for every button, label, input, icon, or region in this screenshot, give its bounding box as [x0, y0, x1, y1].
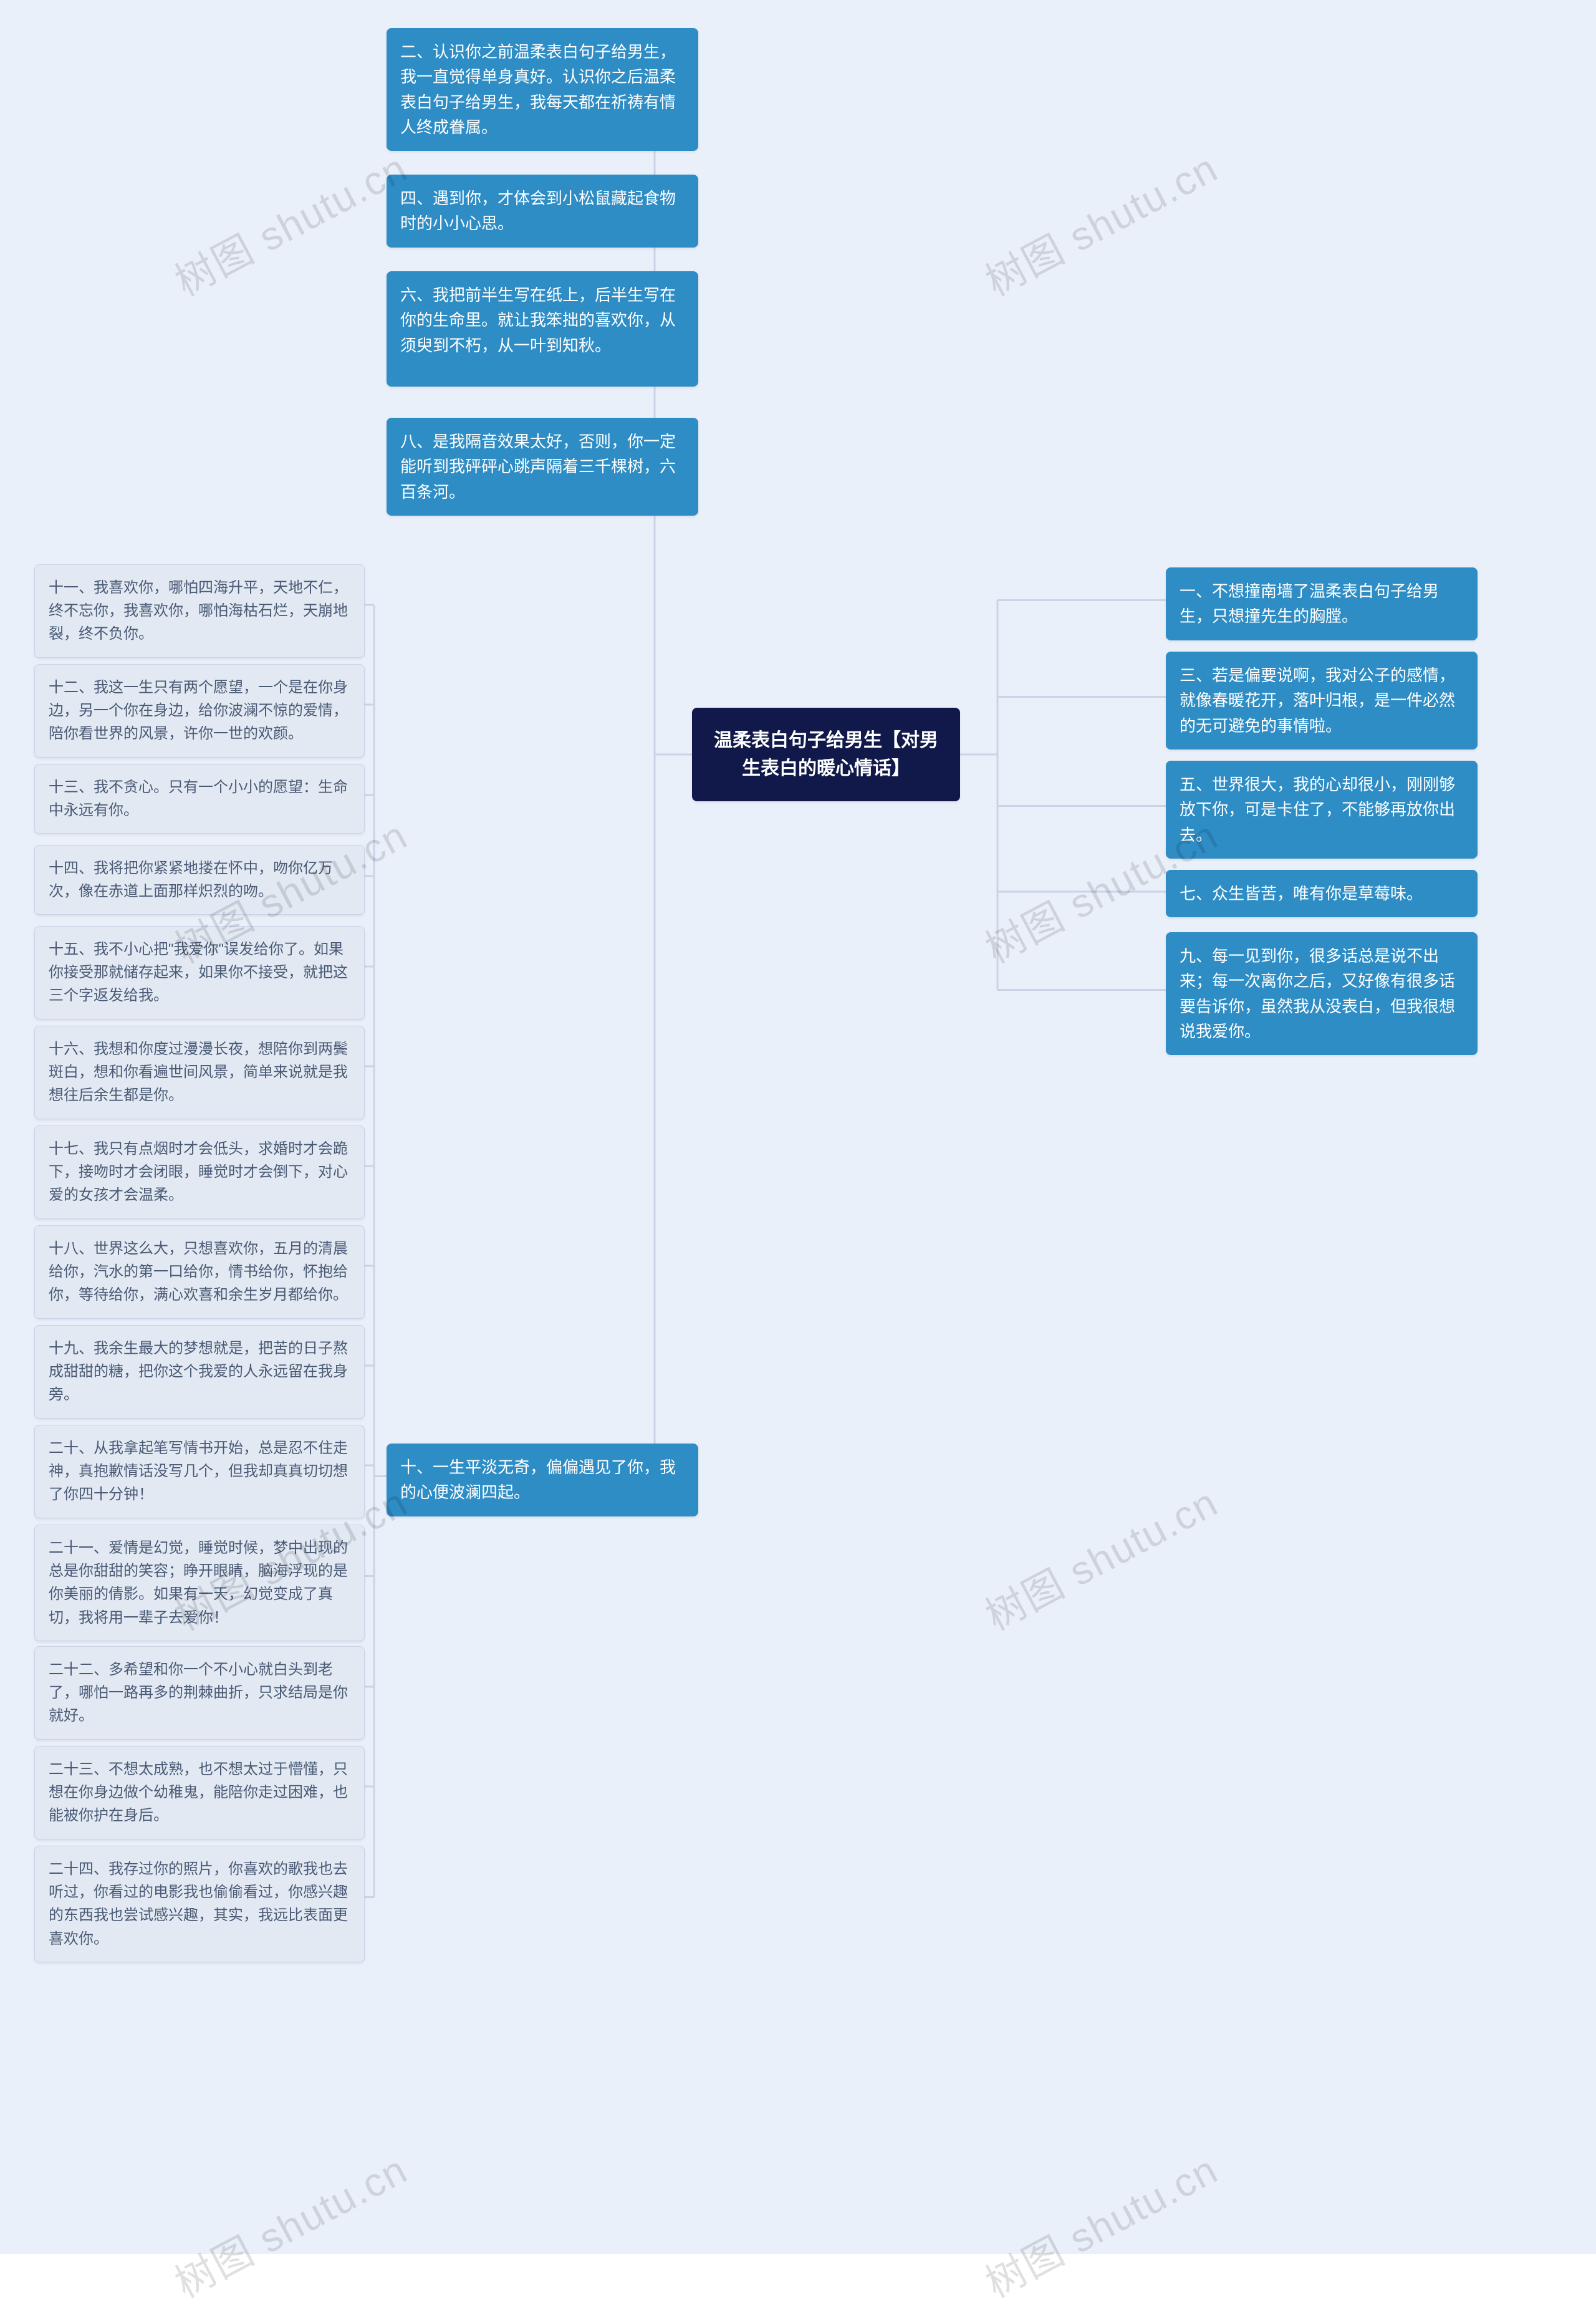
node-text: 二十三、不想太成熟，也不想太过于懵懂，只想在你身边做个幼稚鬼，能陪你走过困难，也… — [49, 1761, 348, 1824]
node-l6: 六、我把前半生写在纸上，后半生写在你的生命里。就让我笨拙的喜欢你，从须臾到不朽，… — [387, 271, 698, 387]
node-text: 二、认识你之前温柔表白句子给男生，我一直觉得单身真好。认识你之后温柔表白句子给男… — [400, 42, 676, 137]
node-text: 三、若是偏要说啊，我对公子的感情，就像春暖花开，落叶归根，是一件必然的无可避免的… — [1180, 666, 1455, 735]
node-text: 六、我把前半生写在纸上，后半生写在你的生命里。就让我笨拙的喜欢你，从须臾到不朽，… — [400, 286, 676, 355]
node-s11: 十一、我喜欢你，哪怕四海升平，天地不仁，终不忘你，我喜欢你，哪怕海枯石烂，天崩地… — [34, 564, 365, 658]
node-text: 二十四、我存过你的照片，你喜欢的歌我也去听过，你看过的电影我也偷偷看过，你感兴趣… — [49, 1861, 348, 1947]
watermark: 树图 shutu.cn — [163, 2138, 416, 2309]
node-text: 十九、我余生最大的梦想就是，把苦的日子熬成甜甜的糖，把你这个我爱的人永远留在我身… — [49, 1340, 348, 1403]
node-r1: 一、不想撞南墙了温柔表白句子给男生，只想撞先生的胸膛。 — [1166, 567, 1478, 640]
node-l8: 八、是我隔音效果太好，否则，你一定能听到我砰砰心跳声隔着三千棵树，六百条河。 — [387, 418, 698, 516]
node-text: 十二、我这一生只有两个愿望，一个是在你身边，另一个你在身边，给你波澜不惊的爱情，… — [49, 679, 348, 742]
node-text: 五、世界很大，我的心却很小，刚刚够放下你，可是卡住了，不能够再放你出去。 — [1180, 775, 1455, 844]
node-text: 十七、我只有点烟时才会低头，求婚时才会跪下，接吻时才会闭眼，睡觉时才会倒下，对心… — [49, 1140, 348, 1203]
node-text: 十六、我想和你度过漫漫长夜，想陪你到两鬓斑白，想和你看遍世间风景，简单来说就是我… — [49, 1041, 348, 1104]
mindmap-canvas: 温柔表白句子给男生【对男生表白的暖心情话】 一、不想撞南墙了温柔表白句子给男生，只… — [0, 0, 1596, 2254]
node-text: 十、一生平淡无奇，偏偏遇见了你，我的心便波澜四起。 — [400, 1458, 676, 1502]
node-text: 一、不想撞南墙了温柔表白句子给男生，只想撞先生的胸膛。 — [1180, 582, 1439, 625]
node-s24: 二十四、我存过你的照片，你喜欢的歌我也去听过，你看过的电影我也偷偷看过，你感兴趣… — [34, 1846, 365, 1962]
watermark: 树图 shutu.cn — [163, 137, 416, 307]
node-text: 温柔表白句子给男生【对男生表白的暖心情话】 — [706, 726, 946, 783]
node-s13: 十三、我不贪心。只有一个小小的愿望：生命中永远有你。 — [34, 764, 365, 834]
watermark: 树图 shutu.cn — [974, 137, 1226, 307]
node-text: 十三、我不贪心。只有一个小小的愿望：生命中永远有你。 — [49, 779, 348, 819]
node-text: 二十一、爱情是幻觉，睡觉时候，梦中出现的总是你甜甜的笑容；睁开眼睛，脑海浮现的是… — [49, 1540, 348, 1626]
node-s12: 十二、我这一生只有两个愿望，一个是在你身边，另一个你在身边，给你波澜不惊的爱情，… — [34, 664, 365, 758]
root-node: 温柔表白句子给男生【对男生表白的暖心情话】 — [692, 708, 960, 801]
node-s19: 十九、我余生最大的梦想就是，把苦的日子熬成甜甜的糖，把你这个我爱的人永远留在我身… — [34, 1325, 365, 1419]
node-r7: 七、众生皆苦，唯有你是草莓味。 — [1166, 870, 1478, 917]
node-r5: 五、世界很大，我的心却很小，刚刚够放下你，可是卡住了，不能够再放你出去。 — [1166, 761, 1478, 859]
node-s20: 二十、从我拿起笔写情书开始，总是忍不住走神，真抱歉情话没写几个，但我却真真切切想… — [34, 1425, 365, 1518]
node-text: 十一、我喜欢你，哪怕四海升平，天地不仁，终不忘你，我喜欢你，哪怕海枯石烂，天崩地… — [49, 579, 348, 642]
node-s16: 十六、我想和你度过漫漫长夜，想陪你到两鬓斑白，想和你看遍世间风景，简单来说就是我… — [34, 1026, 365, 1119]
node-text: 七、众生皆苦，唯有你是草莓味。 — [1180, 884, 1423, 903]
watermark: 树图 shutu.cn — [974, 2138, 1226, 2309]
node-r3: 三、若是偏要说啊，我对公子的感情，就像春暖花开，落叶归根，是一件必然的无可避免的… — [1166, 652, 1478, 750]
node-text: 十四、我将把你紧紧地搂在怀中，吻你亿万次，像在赤道上面那样炽烈的吻。 — [49, 860, 333, 900]
node-text: 二十二、多希望和你一个不小心就白头到老了，哪怕一路再多的荆棘曲折，只求结局是你就… — [49, 1661, 348, 1724]
node-s17: 十七、我只有点烟时才会低头，求婚时才会跪下，接吻时才会闭眼，睡觉时才会倒下，对心… — [34, 1126, 365, 1219]
node-s23: 二十三、不想太成熟，也不想太过于懵懂，只想在你身边做个幼稚鬼，能陪你走过困难，也… — [34, 1746, 365, 1839]
node-s15: 十五、我不小心把"我爱你"误发给你了。如果你接受那就储存起来，如果你不接受，就把… — [34, 926, 365, 1020]
node-r9: 九、每一见到你，很多话总是说不出来；每一次离你之后，又好像有很多话要告诉你，虽然… — [1166, 932, 1478, 1055]
watermark: 树图 shutu.cn — [974, 1471, 1226, 1642]
node-l4: 四、遇到你，才体会到小松鼠藏起食物时的小小心思。 — [387, 175, 698, 248]
node-text: 九、每一见到你，很多话总是说不出来；每一次离你之后，又好像有很多话要告诉你，虽然… — [1180, 947, 1455, 1041]
node-l10: 十、一生平淡无奇，偏偏遇见了你，我的心便波澜四起。 — [387, 1444, 698, 1516]
node-text: 十八、世界这么大，只想喜欢你，五月的清晨给你，汽水的第一口给你，情书给你，怀抱给… — [49, 1240, 348, 1303]
node-text: 二十、从我拿起笔写情书开始，总是忍不住走神，真抱歉情话没写几个，但我却真真切切想… — [49, 1440, 348, 1503]
node-text: 四、遇到你，才体会到小松鼠藏起食物时的小小心思。 — [400, 189, 676, 233]
node-text: 十五、我不小心把"我爱你"误发给你了。如果你接受那就储存起来，如果你不接受，就把… — [49, 941, 348, 1004]
node-l2: 二、认识你之前温柔表白句子给男生，我一直觉得单身真好。认识你之后温柔表白句子给男… — [387, 28, 698, 151]
node-text: 八、是我隔音效果太好，否则，你一定能听到我砰砰心跳声隔着三千棵树，六百条河。 — [400, 432, 676, 501]
node-s21: 二十一、爱情是幻觉，睡觉时候，梦中出现的总是你甜甜的笑容；睁开眼睛，脑海浮现的是… — [34, 1525, 365, 1641]
node-s22: 二十二、多希望和你一个不小心就白头到老了，哪怕一路再多的荆棘曲折，只求结局是你就… — [34, 1646, 365, 1740]
node-s18: 十八、世界这么大，只想喜欢你，五月的清晨给你，汽水的第一口给你，情书给你，怀抱给… — [34, 1225, 365, 1319]
node-s14: 十四、我将把你紧紧地搂在怀中，吻你亿万次，像在赤道上面那样炽烈的吻。 — [34, 845, 365, 915]
